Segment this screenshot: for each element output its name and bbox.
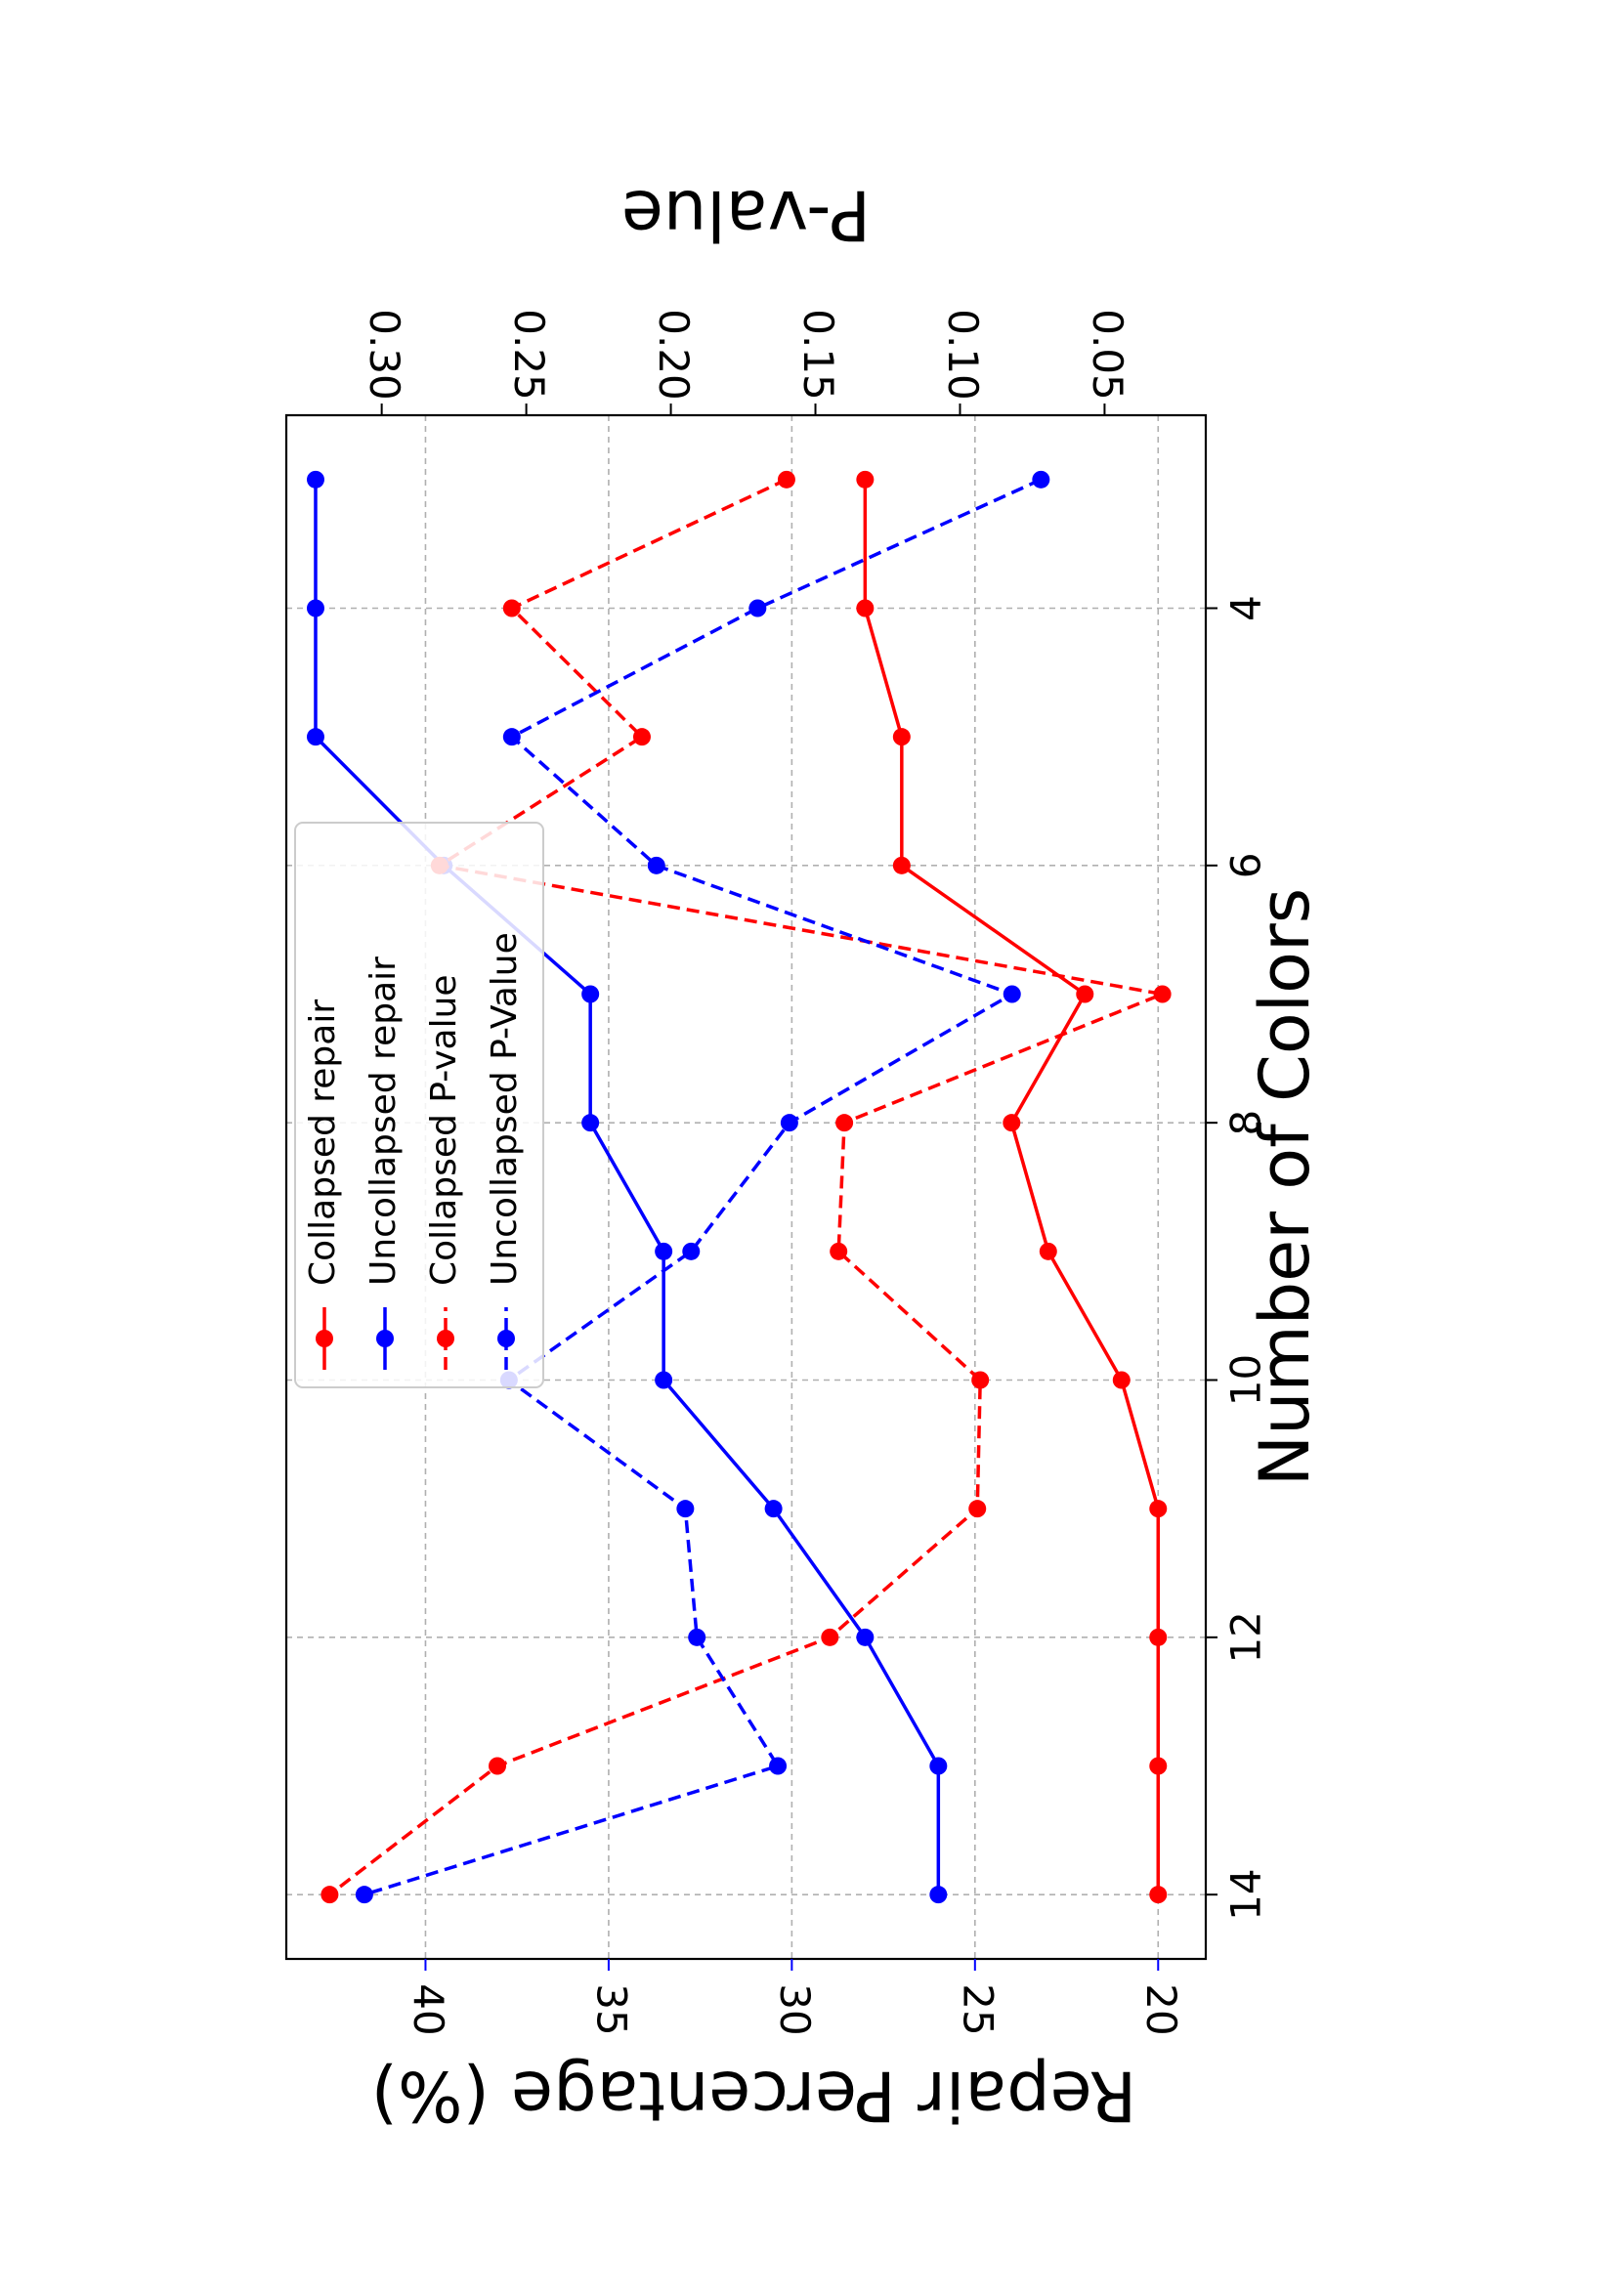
data-point xyxy=(1003,1114,1021,1132)
data-point xyxy=(306,599,324,617)
data-point xyxy=(655,1242,673,1260)
y-right-tick-label: 0.25 xyxy=(505,309,553,401)
series-layer xyxy=(306,470,1172,1904)
data-point xyxy=(581,1114,600,1132)
data-point xyxy=(769,1757,788,1775)
data-point xyxy=(1076,985,1094,1003)
data-point xyxy=(892,856,911,874)
data-point xyxy=(929,1757,948,1775)
x-tick-label: 10 xyxy=(1222,1354,1270,1406)
data-point xyxy=(929,1886,948,1904)
plot-frame xyxy=(284,413,1208,1961)
data-point xyxy=(1153,985,1172,1003)
y-left-tick-label: 25 xyxy=(954,1983,1002,2035)
series-collapsed-repair xyxy=(856,470,1168,1904)
data-point xyxy=(1039,1242,1057,1260)
ticks: 4 6 8 10 12 14 20 25 30 35 40 0.05 0.10 0.15 0.20 0.25 0… xyxy=(361,309,1269,2035)
y-left-tick-label: 40 xyxy=(405,1983,452,2035)
data-point xyxy=(748,599,767,617)
left-y-axis-title: Repair Percentage (%) xyxy=(371,2056,1137,2136)
legend-label: Uncollapsed P-Value xyxy=(485,932,525,1286)
data-point xyxy=(502,599,521,617)
data-point xyxy=(856,470,875,489)
series-line xyxy=(314,479,941,1895)
x-axis-title: Number of Colors xyxy=(1245,888,1325,1486)
y-left-tick-label: 35 xyxy=(587,1983,635,2035)
data-point xyxy=(647,856,665,874)
data-point xyxy=(688,1628,706,1646)
data-point xyxy=(1149,1886,1168,1904)
data-point xyxy=(655,1371,673,1389)
legend-label: Uncollapsed repair xyxy=(363,957,404,1286)
legend-item: Collapsed repair xyxy=(303,999,343,1370)
data-point xyxy=(306,728,324,746)
y-right-tick-label: 0.20 xyxy=(650,309,698,401)
right-y-axis-title: P-value xyxy=(621,175,871,255)
data-point xyxy=(821,1628,839,1646)
x-tick-label: 6 xyxy=(1222,852,1270,878)
series-line xyxy=(363,478,1043,1896)
legend-marker xyxy=(376,1330,394,1347)
legend-box xyxy=(294,822,544,1388)
data-point xyxy=(764,1500,783,1518)
y-right-tick-label: 0.15 xyxy=(794,309,842,401)
data-point xyxy=(968,1500,987,1518)
data-point xyxy=(1149,1628,1168,1646)
data-point xyxy=(1003,985,1021,1003)
series-uncollapsed-p-value xyxy=(355,470,1050,1904)
series-uncollapsed-repair xyxy=(306,470,948,1904)
data-point xyxy=(581,985,600,1003)
data-point xyxy=(856,599,875,617)
y-right-tick-label: 0.30 xyxy=(361,309,408,401)
series-line xyxy=(863,479,1161,1895)
data-point xyxy=(632,728,651,746)
y-left-tick-label: 20 xyxy=(1137,1983,1185,2035)
data-point xyxy=(777,470,795,489)
x-tick-label: 4 xyxy=(1222,595,1270,621)
legend-marker xyxy=(437,1330,454,1347)
series-line xyxy=(328,478,1169,1896)
x-tick-label: 14 xyxy=(1222,1868,1270,1920)
data-point xyxy=(1112,1371,1131,1389)
y-left-tick-label: 30 xyxy=(771,1983,819,2035)
data-point xyxy=(306,470,324,489)
x-tick-label: 8 xyxy=(1222,1110,1270,1136)
legend: Collapsed repair Uncollapsed repair Collap… xyxy=(294,822,544,1388)
data-point xyxy=(780,1114,798,1132)
legend-label: Collapsed repair xyxy=(303,999,343,1286)
legend-marker xyxy=(497,1330,515,1347)
legend-label: Collapsed P-value xyxy=(424,974,464,1286)
data-point xyxy=(1149,1500,1168,1518)
data-point xyxy=(682,1242,701,1260)
data-point xyxy=(971,1371,990,1389)
legend-item: Uncollapsed P-Value xyxy=(485,932,525,1370)
legend-item: Collapsed P-value xyxy=(424,974,464,1370)
y-right-tick-label: 0.05 xyxy=(1084,309,1132,401)
data-point xyxy=(676,1500,695,1518)
data-point xyxy=(830,1242,848,1260)
series-collapsed-p-value xyxy=(320,470,1172,1904)
legend-item: Uncollapsed repair xyxy=(363,957,404,1370)
data-point xyxy=(489,1757,507,1775)
data-point xyxy=(856,1628,875,1646)
data-point xyxy=(892,728,911,746)
y-right-tick-label: 0.10 xyxy=(939,309,987,401)
data-point xyxy=(355,1886,373,1904)
data-point xyxy=(835,1114,854,1132)
x-tick-label: 12 xyxy=(1222,1611,1270,1663)
data-point xyxy=(320,1886,339,1904)
data-point xyxy=(1149,1757,1168,1775)
data-point xyxy=(1032,470,1050,489)
legend-marker xyxy=(316,1330,333,1347)
data-point xyxy=(502,728,521,746)
